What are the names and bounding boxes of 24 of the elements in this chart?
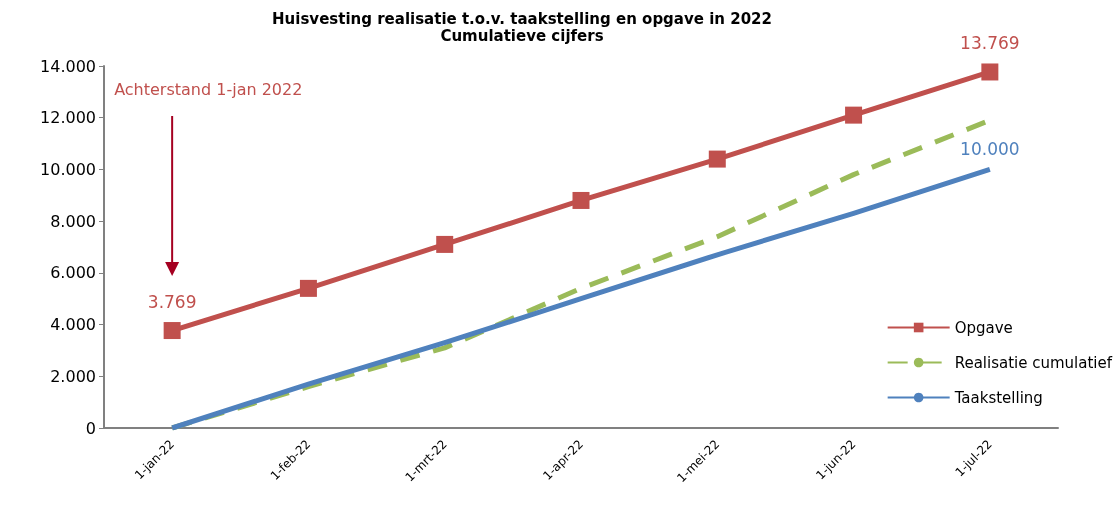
data-label: 3.769 (147, 291, 197, 312)
point (981, 63, 999, 81)
y-tick-label: 0 (85, 418, 96, 438)
point (436, 235, 454, 253)
annotation: Achterstand 1-jan 2022 (114, 80, 303, 99)
legend-label: Opgave (954, 318, 1013, 337)
y-tick-label: 6.000 (50, 263, 96, 283)
legend-label: Realisatie cumulatief (954, 353, 1113, 372)
chart-subtitle: Cumulatieve cijfers (440, 26, 604, 45)
data-label: 13.769 (960, 32, 1020, 53)
point (163, 322, 181, 340)
y-tick-label: 10.000 (40, 159, 96, 179)
point (572, 191, 590, 209)
y-tick-label: 14.000 (40, 56, 96, 76)
point (708, 150, 726, 168)
y-tick-label: 12.000 (40, 108, 96, 128)
y-tick-label: 4.000 (50, 315, 96, 335)
chart-title: Huisvesting realisatie t.o.v. taakstelling en opgave in 2022 (272, 9, 772, 28)
data-label: 10.000 (960, 138, 1020, 159)
point (299, 279, 317, 297)
y-tick-label: 2.000 (50, 366, 96, 386)
legend-label: Taakstelling (953, 388, 1043, 407)
point (845, 106, 863, 124)
y-tick-label: 8.000 (50, 211, 96, 231)
